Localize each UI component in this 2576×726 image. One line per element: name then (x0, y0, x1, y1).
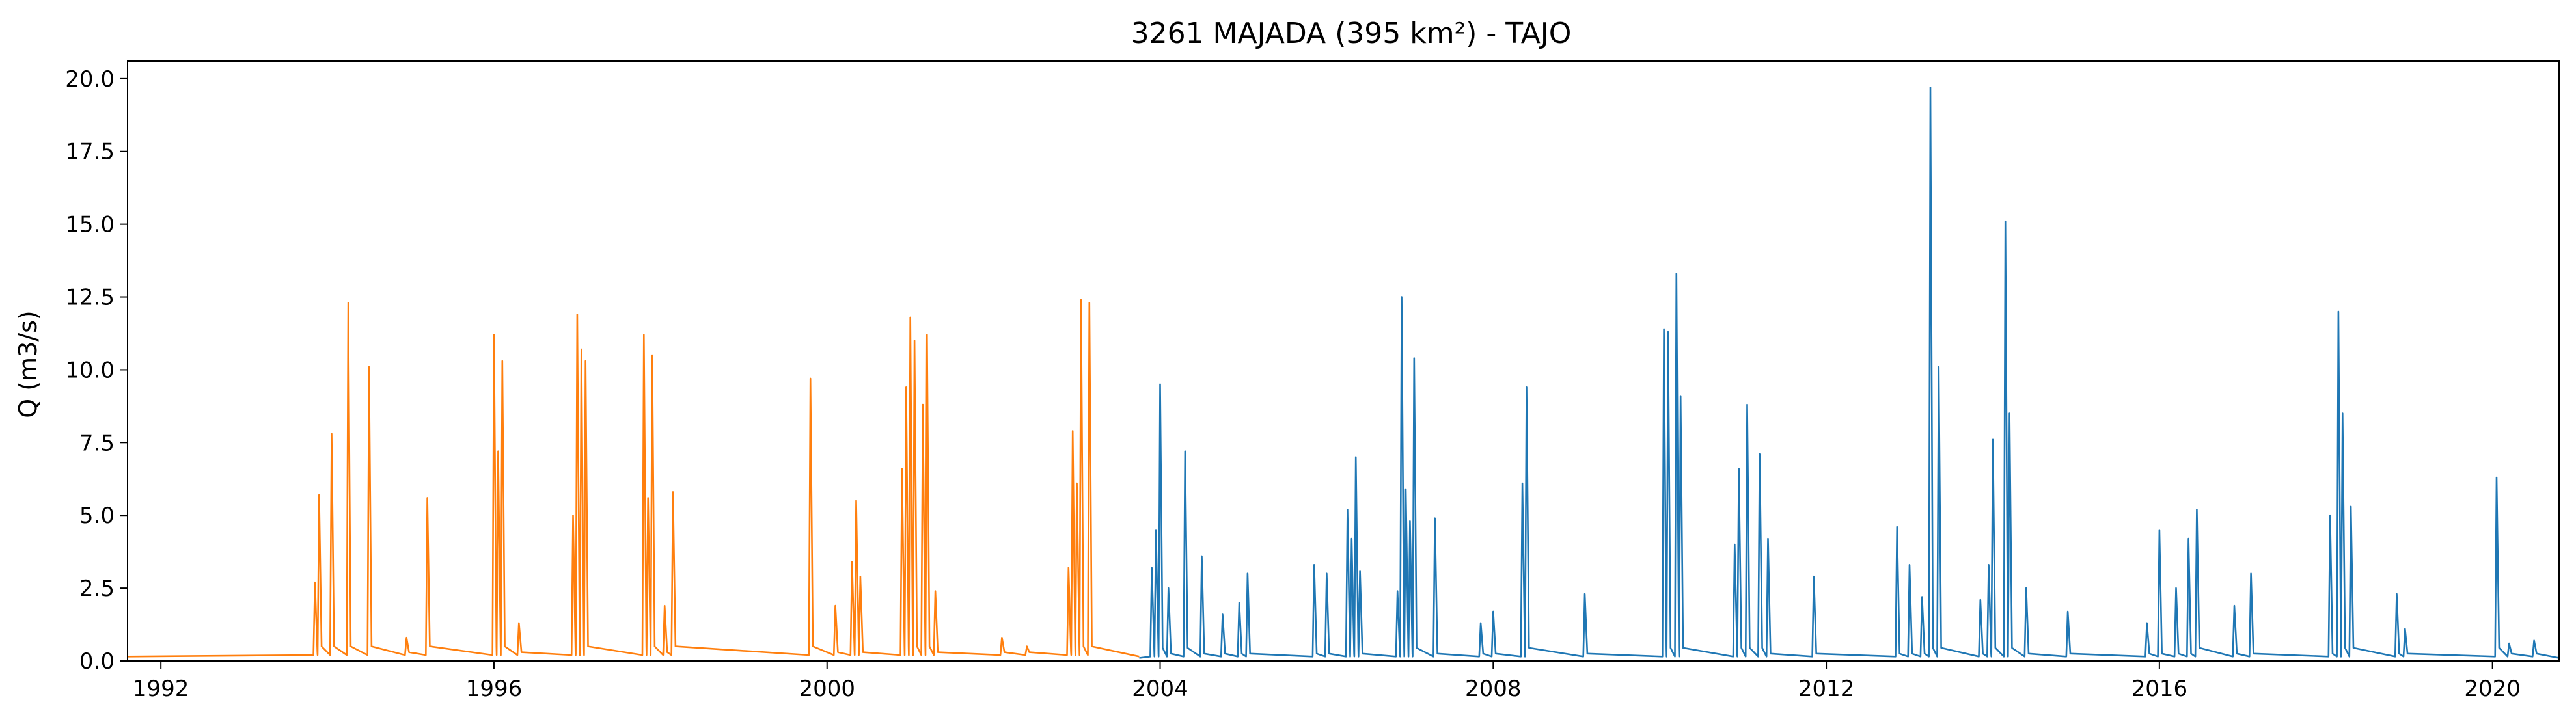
y-axis-label: Q (m3/s) (14, 310, 42, 418)
x-tick-label: 2004 (1132, 676, 1188, 702)
series-layer (127, 87, 2560, 659)
y-tick-label: 17.5 (65, 139, 115, 165)
y-tick-label: 7.5 (79, 430, 115, 456)
y-tick-label: 20.0 (65, 66, 115, 92)
axes-layer: 0.0 2.5 5.0 7.5 10.0 12.5 15.0 17.5 20.0 1992 1996… (65, 60, 2560, 702)
x-tick-label: 2016 (2131, 676, 2188, 702)
x-tick-label: 1992 (133, 676, 189, 702)
x-tick-label: 1996 (466, 676, 523, 702)
series-line-2 (1139, 87, 2560, 659)
y-tick-label: 10.0 (65, 357, 115, 383)
chart-title: 3261 MAJADA (395 km²) - TAJO (1131, 17, 1572, 50)
series-line-1 (127, 299, 1140, 658)
x-tick-label: 2020 (2464, 676, 2521, 702)
x-tick-label: 2012 (1798, 676, 1855, 702)
y-tick-label: 0.0 (79, 649, 115, 675)
x-tick-label: 2008 (1465, 676, 1522, 702)
y-tick-label: 2.5 (79, 576, 115, 602)
y-tick-label: 12.5 (65, 285, 115, 311)
y-tick-label: 15.0 (65, 212, 115, 238)
x-tick-label: 2000 (799, 676, 855, 702)
plot-frame (127, 60, 2560, 662)
y-tick-label: 5.0 (79, 503, 115, 529)
